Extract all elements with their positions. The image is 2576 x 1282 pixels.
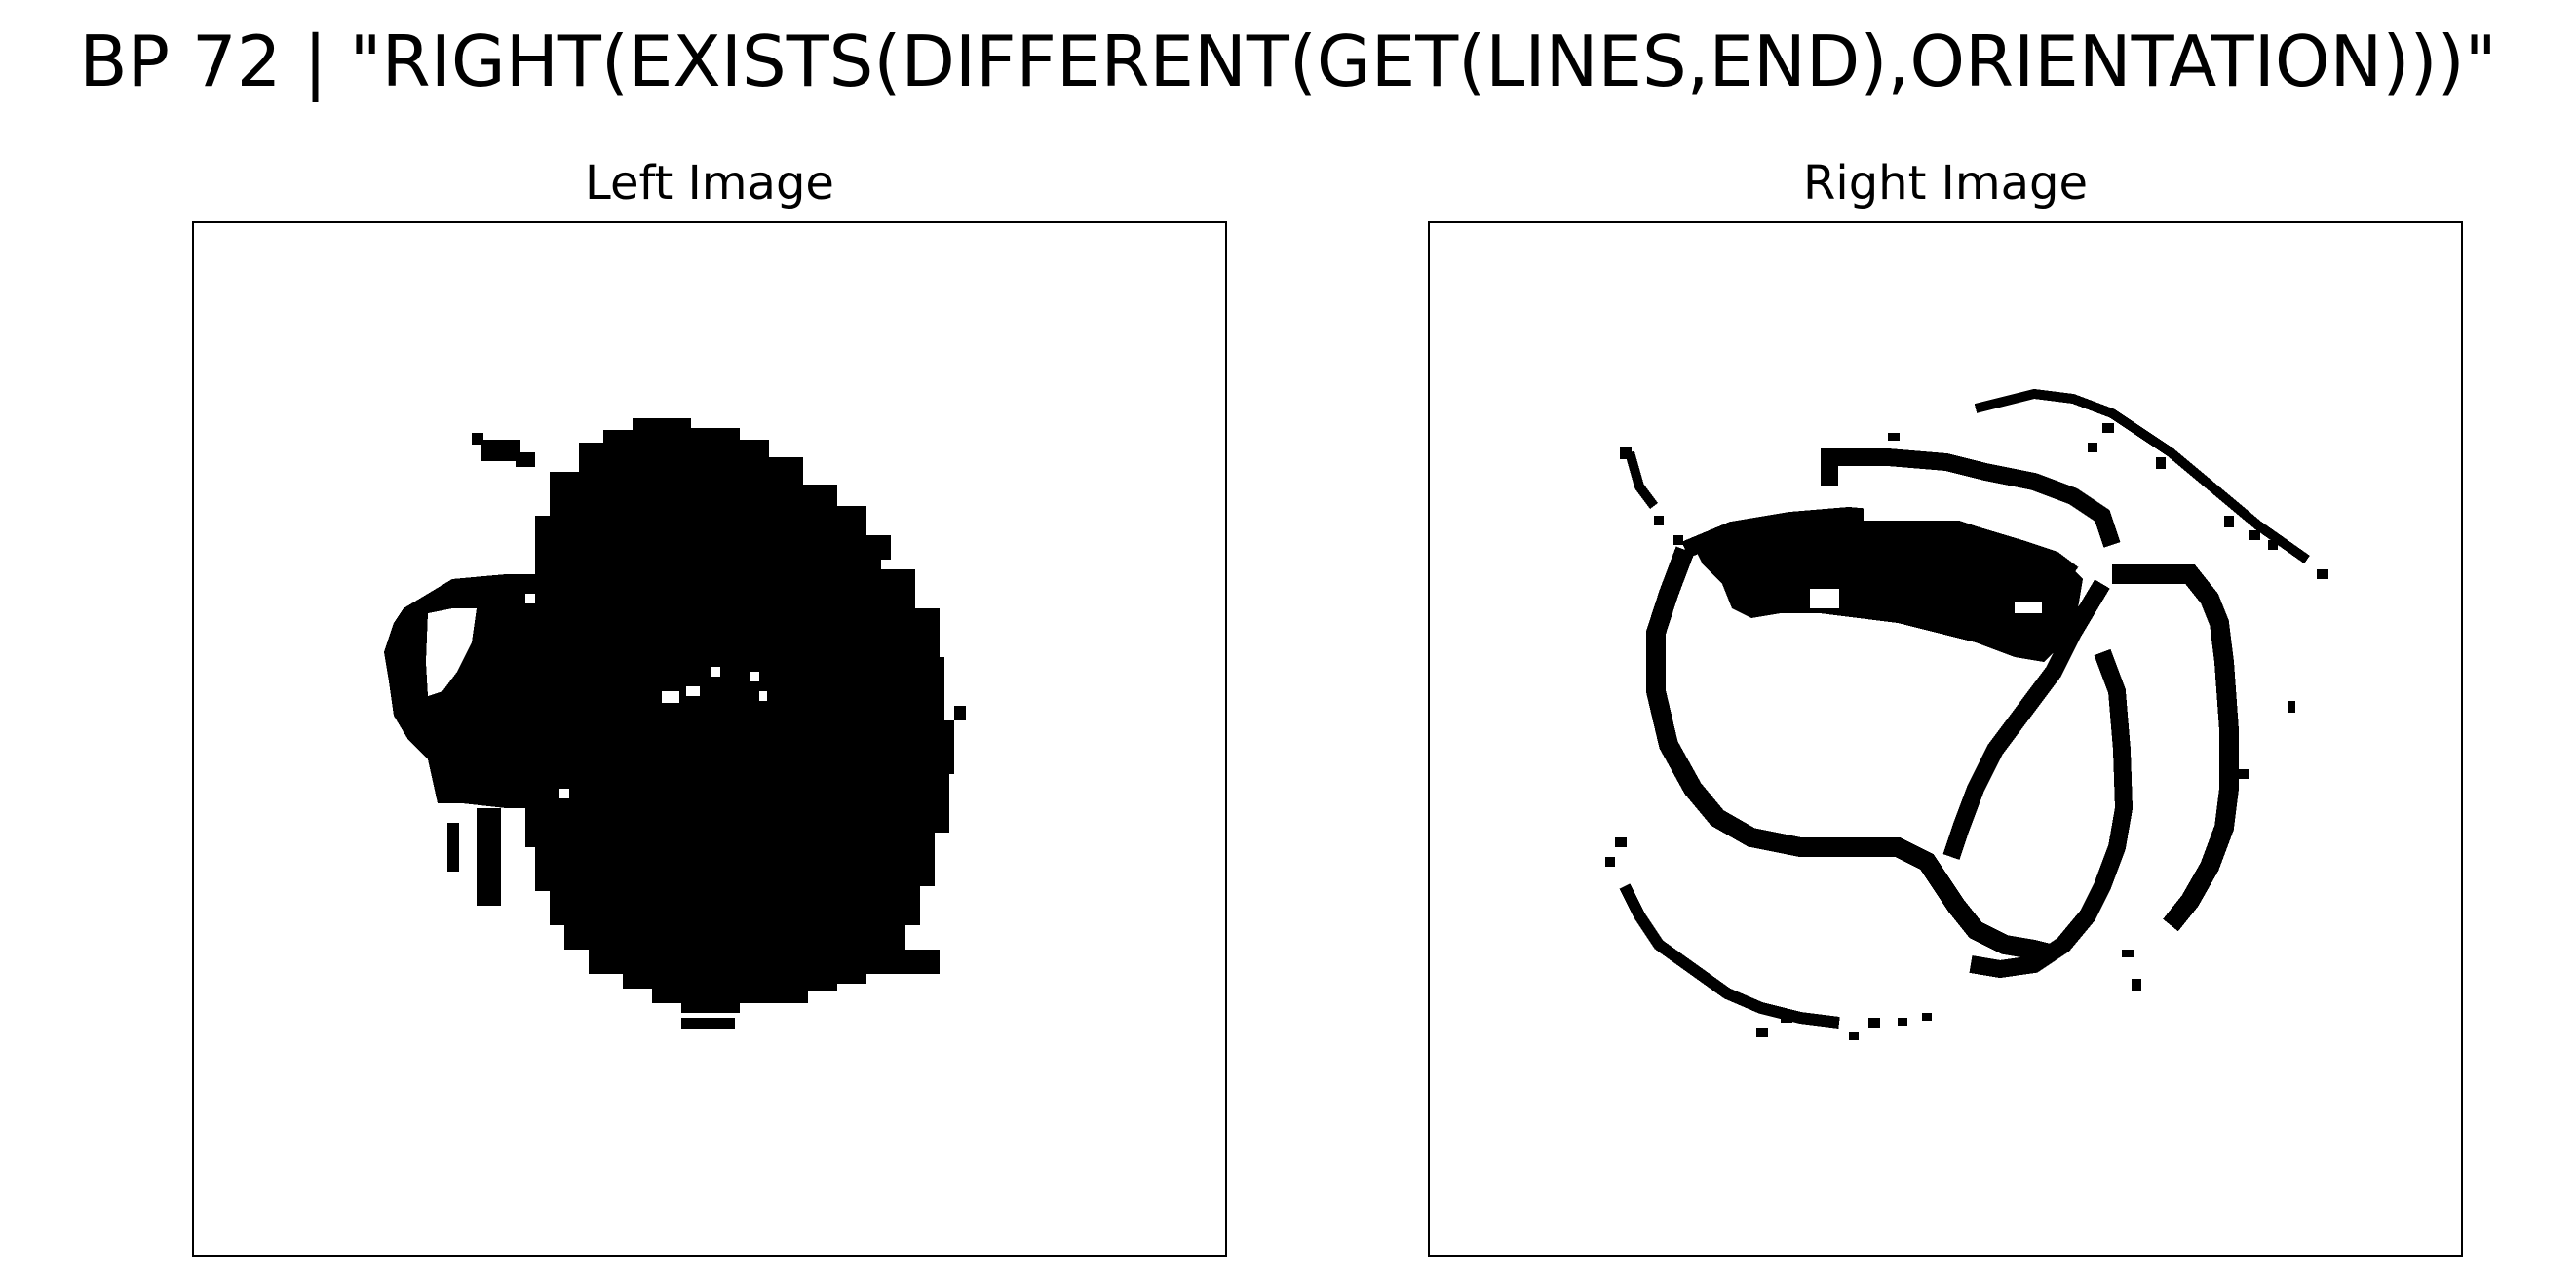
right-image-frame — [1428, 221, 2463, 1257]
left-blob-fleck — [481, 440, 520, 461]
right-speck — [1615, 837, 1627, 847]
right-speck — [2132, 979, 2141, 991]
figure-title: BP 72 | "RIGHT(EXISTS(DIFFERENT(GET(LINE… — [79, 20, 2497, 102]
right-speck — [2249, 530, 2260, 540]
left-blob-hole — [525, 594, 535, 603]
left-image-drawing — [384, 418, 966, 1029]
left-blob-fleck — [516, 452, 535, 467]
right-stroke-lower-arc — [1619, 883, 1840, 1029]
right-stroke-outer-arc — [1974, 388, 2310, 564]
right-stroke-right-arc — [2112, 564, 2239, 932]
right-stroke-center-vertical — [1969, 648, 2134, 979]
left-blob-hole — [662, 691, 679, 703]
right-speck — [1868, 1018, 1880, 1028]
right-fill-hole — [1810, 589, 1839, 608]
right-stroke-diagonal — [1942, 579, 2110, 860]
left-blob-fleck — [447, 823, 459, 872]
left-blob-hole — [686, 686, 700, 696]
left-blob-fleck — [681, 1018, 735, 1029]
right-speck — [2102, 423, 2114, 433]
left-blob-fleck — [477, 808, 501, 906]
right-image-title: Right Image — [1803, 156, 2088, 211]
right-stroke-left-edge — [1625, 450, 1658, 509]
right-speck — [2122, 950, 2134, 957]
left-blob-hole — [559, 789, 569, 798]
right-speck — [1673, 535, 1683, 545]
right-speck — [2239, 769, 2249, 779]
right-speck — [1898, 1018, 1907, 1026]
right-speck — [2224, 516, 2234, 527]
left-blob-fleck — [798, 974, 837, 991]
left-blob-hole — [711, 667, 720, 677]
right-fill-hole — [2015, 602, 2042, 613]
right-fill-hole — [1864, 477, 1961, 521]
left-blob-hole — [759, 691, 767, 701]
right-speck — [2288, 701, 2295, 713]
left-blob-fleck — [857, 950, 940, 974]
right-speck — [1654, 516, 1664, 525]
left-blob-hole — [881, 560, 891, 569]
right-speck — [2156, 457, 2166, 469]
right-fill-upper-mass — [1693, 516, 2083, 662]
right-speck — [2268, 540, 2278, 550]
right-stroke-top-band — [1821, 448, 2121, 548]
right-speck — [1620, 447, 1632, 459]
left-blob-fleck — [954, 706, 966, 720]
left-image-title: Left Image — [585, 156, 834, 211]
right-speck — [1781, 1013, 1792, 1023]
right-speck — [1605, 857, 1615, 867]
right-speck — [1922, 1013, 1932, 1021]
right-image-drawing — [1605, 388, 2328, 1040]
right-speck — [1756, 1028, 1768, 1037]
right-stroke-inner-loop — [1646, 546, 2057, 964]
left-blob-fleck — [472, 433, 483, 445]
left-blob-body — [525, 418, 954, 1013]
right-speck — [2088, 443, 2097, 452]
left-image-frame — [192, 221, 1227, 1257]
right-speck — [1849, 1032, 1859, 1040]
right-speck — [2317, 569, 2328, 579]
left-blob-loop — [384, 574, 535, 808]
right-speck — [1888, 433, 1900, 441]
left-blob-hole — [750, 672, 759, 681]
